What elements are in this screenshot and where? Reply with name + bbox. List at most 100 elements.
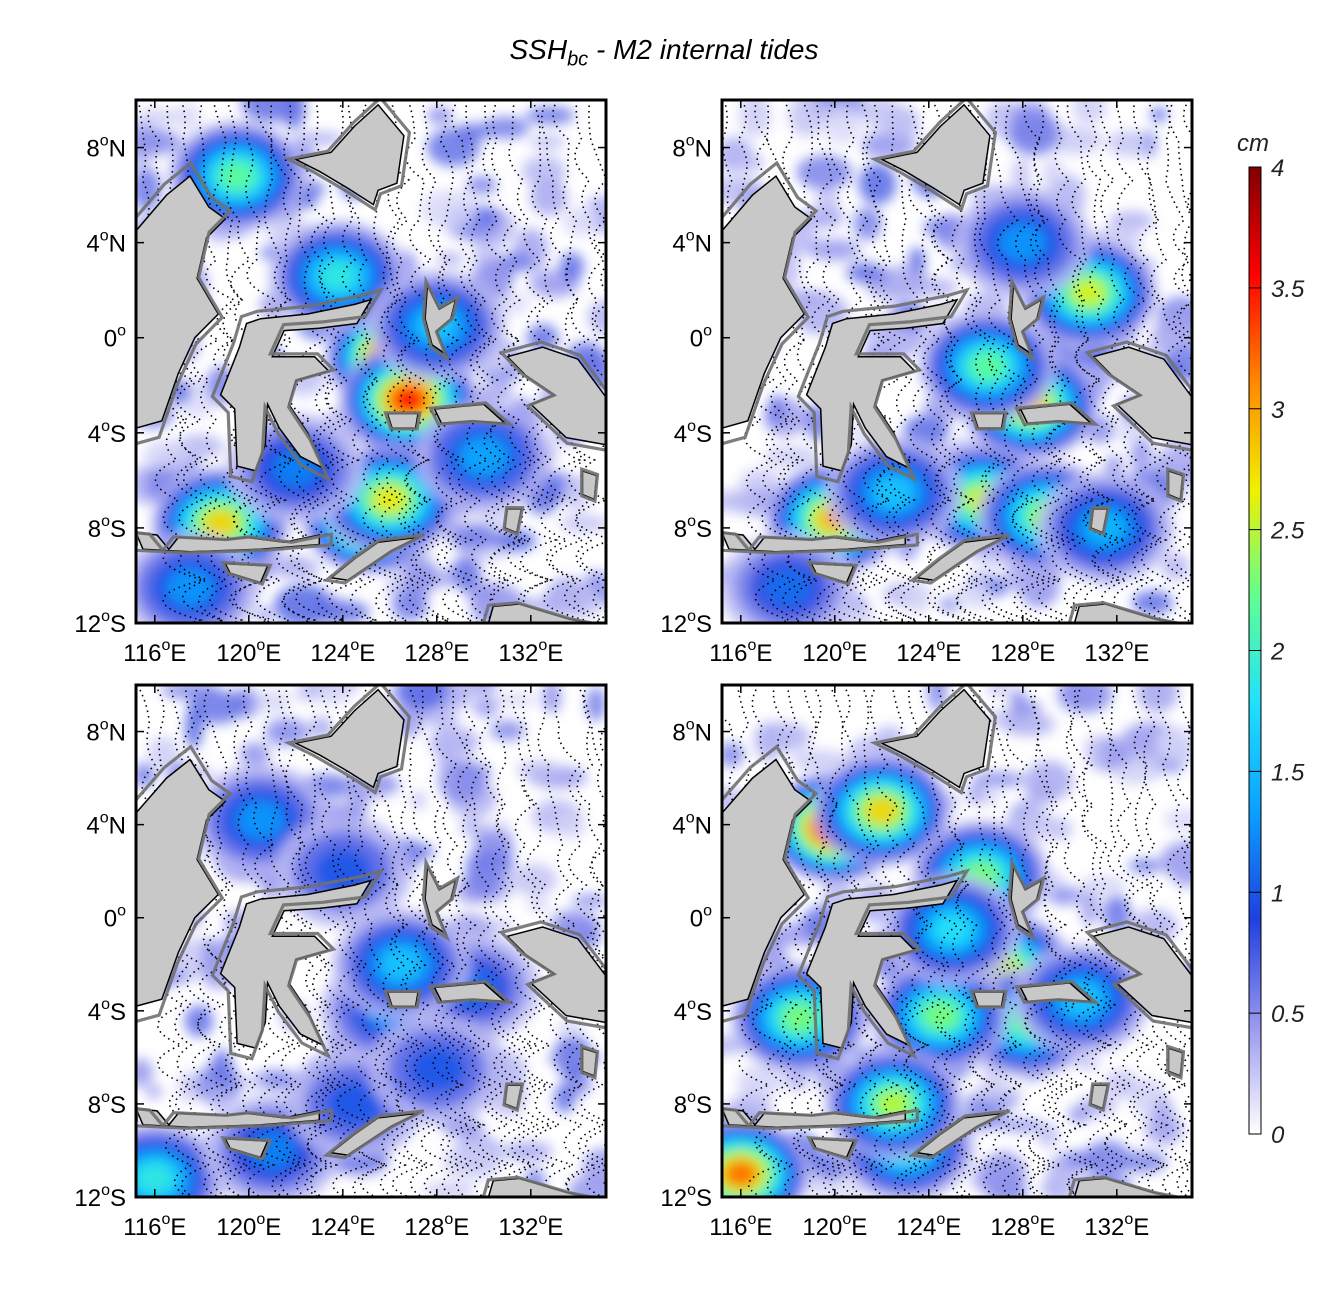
hotspot-layer [166,568,215,607]
landmass [219,298,373,472]
isobath [1166,466,1186,504]
field-blob [903,414,950,447]
lat-tick-label: 0o [104,323,126,353]
field-blob [973,771,1025,788]
field-blob [1118,1151,1168,1173]
field-blob [256,608,273,621]
phase-line [537,685,606,1197]
colorbar-tick-label: 0 [1271,1122,1285,1149]
field-blob [966,780,986,804]
field-blob [583,1147,606,1185]
isobath [580,1044,600,1080]
phase-line [891,685,957,1197]
phase-line [574,100,606,562]
field-blob [1080,885,1099,927]
landmass [722,174,813,429]
lon-tick-label: 116oE [709,1211,772,1241]
phase-line [576,685,606,1189]
field-blob [136,167,162,211]
landmass [293,688,405,789]
hotspot-layer [922,1001,959,1030]
field-blob [861,100,901,129]
field-blob [442,1143,502,1180]
isobaths [722,685,1192,1197]
hotspot-layer [407,1045,466,1093]
isobath [1084,340,1192,452]
isobath [498,340,606,452]
isobath [428,401,515,427]
phase-line [1076,685,1149,1197]
isobath [1088,506,1111,537]
phase-line [1168,100,1192,486]
hotspot-layer [219,162,255,191]
lat-tick-label: 4oN [86,810,126,840]
hotspot-layer [998,223,1047,262]
hotspot-layer [319,260,358,292]
lon-tick-label: 116oE [123,637,186,667]
land [722,103,1192,623]
field-blob [1072,100,1107,124]
field-blob [437,745,454,780]
field-blob [796,154,852,190]
isobath [869,100,998,213]
phase-line [967,685,1032,1197]
lat-tick-label: 4oS [674,996,712,1026]
lon-tick-label: 128oE [990,1211,1055,1241]
phase-line [616,100,692,660]
isobaths [136,100,606,623]
lat-tick-label: 8oN [672,717,712,747]
field-blob [143,440,193,470]
field-blob [1161,552,1190,581]
phase-line [1083,100,1146,623]
hotspot-layer [865,797,899,824]
field-blob [810,1181,863,1197]
field-blob [891,264,913,280]
lat-tick-label: 4oS [88,996,126,1026]
phase-line [841,685,903,1197]
field-blob [791,749,848,771]
phase-line [992,685,1057,1197]
lon-tick-label: 120oE [802,637,867,667]
lat-tick-label: 8oS [88,1089,126,1119]
panel-frame [134,683,608,1199]
isobath [796,868,971,1061]
hotspot-layer [933,914,972,945]
phase-line [869,685,935,1197]
field-blob [1153,1096,1175,1141]
landmass [722,758,813,1007]
field-blob [136,109,180,125]
isobath [806,1136,859,1161]
field-blob [528,898,549,912]
lat-tick-label: 4oN [672,810,712,840]
lon-tick-label: 128oE [990,637,1055,667]
field-blob [1109,210,1154,232]
field-blob [427,106,453,125]
hotspot-layer [380,947,423,982]
phase-line [407,685,473,1197]
field-blob [737,1065,785,1097]
field-blob [145,1085,163,1098]
phase-line [808,685,878,1197]
figure-title: SSHbc - M2 internal tides [509,34,819,71]
isobath [383,411,422,431]
isobath [969,411,1008,431]
field-blob [467,685,499,695]
isobath [421,275,461,363]
phase-line [437,100,508,623]
field-blob [516,760,562,779]
field-blob [436,252,465,265]
field-blob [739,100,771,138]
field-blob [1009,688,1028,719]
phase-line [283,100,347,623]
isobath [806,560,859,586]
phase-line [1110,685,1170,1197]
isobaths [136,685,606,1197]
field-blob [265,718,309,747]
field-blob [396,685,449,711]
isobath [969,989,1008,1009]
phase-line [510,685,577,1197]
field-blob [529,134,566,150]
field-blob [1136,685,1179,713]
isobath [869,685,998,795]
